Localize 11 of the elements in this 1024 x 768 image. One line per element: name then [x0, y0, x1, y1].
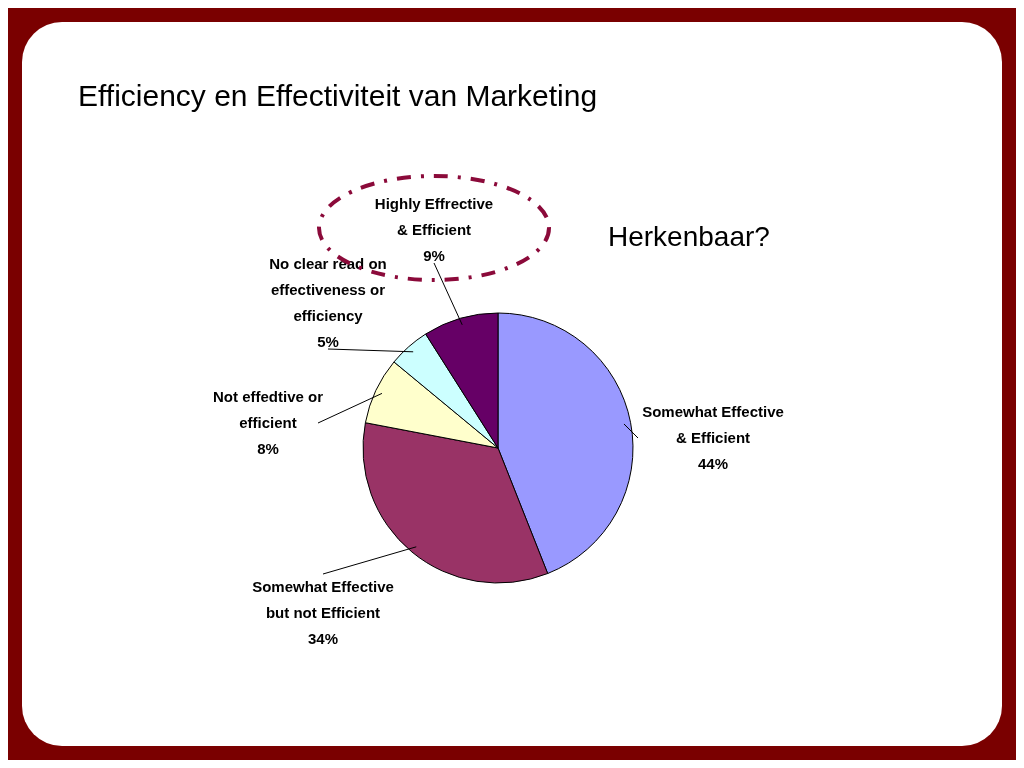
slice-label: Somewhat Effective but not Efficient: [252, 578, 394, 621]
data-label: 9%: [423, 247, 445, 264]
data-label: 8%: [257, 440, 279, 457]
data-label: 44%: [697, 455, 729, 472]
slice-label: Highly Effrective & Efficient: [374, 195, 494, 238]
data-label: 5%: [317, 333, 339, 350]
chart-title: Efficiency en Effectiviteit van Marketing: [78, 79, 598, 112]
text: Herkenbaar?: [608, 221, 770, 252]
slice-label: Not effedtive or efficient: [212, 388, 324, 431]
slice-label: Somewhat Effective & Efficient: [642, 403, 784, 446]
data-label: 34%: [307, 630, 339, 647]
